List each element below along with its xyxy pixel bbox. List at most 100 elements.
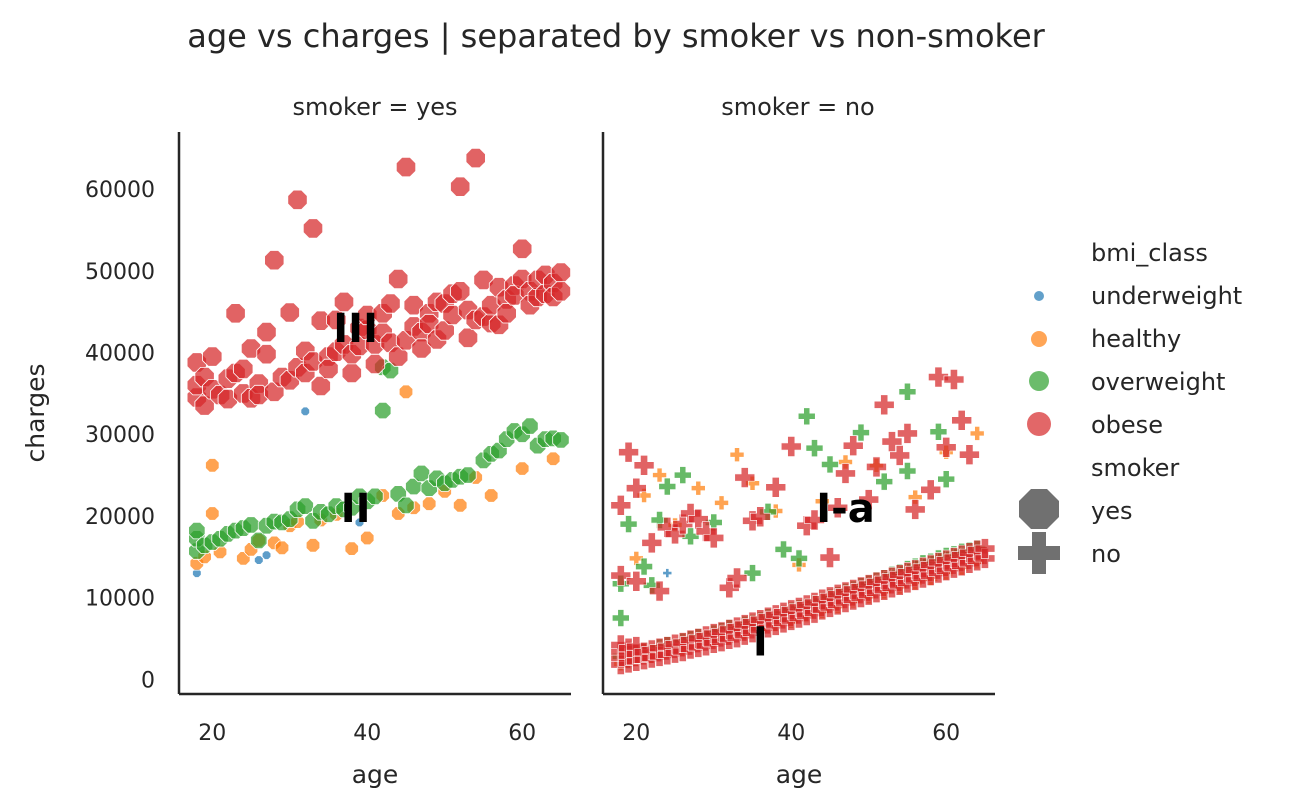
data-point-overweight [875,472,894,491]
y-tick-label: 20000 [85,505,155,530]
legend-marker-obese [1027,412,1051,436]
data-point-healthy [483,488,499,503]
data-point-obese [388,268,409,290]
data-point-obese [897,423,918,444]
data-point-obese [765,477,787,498]
data-point-overweight [852,423,870,442]
data-point-obese [858,489,880,510]
data-point-overweight [366,487,384,506]
data-point-obese [703,527,725,549]
data-point-overweight [412,464,431,483]
x-tick-label: 20 [198,721,226,746]
legend-entry-healthy: healthy [1031,325,1181,353]
data-point-obese [959,444,980,465]
data-point-overweight [937,470,955,488]
panel-points-smoker-no [610,366,996,675]
annotation-i: I [753,620,768,666]
data-point-obese [256,321,277,343]
x-tick-label: 40 [777,721,805,746]
legend-title-smoker: smoker [1091,454,1179,482]
legend-marker-underweight [1034,291,1044,301]
data-point-obese [974,538,996,559]
data-point-underweight [354,517,365,528]
data-point-obese [680,503,701,524]
data-point-obese [943,369,965,390]
data-point-overweight [898,382,917,401]
data-point-overweight [658,477,677,496]
data-point-obese [873,394,895,416]
data-point-overweight [374,401,392,420]
legend-marker-overweight [1029,371,1049,391]
y-tick-label: 10000 [85,587,155,612]
annotation-iii: III [333,306,378,352]
data-point-overweight [459,466,477,484]
data-point-overweight [250,531,268,550]
x-axis-label-smoker-no: age [776,760,823,789]
legend-label-no: no [1091,540,1121,568]
panel-points-smoker-yes [186,147,571,578]
data-point-healthy [515,461,530,476]
data-point-obese [225,303,246,324]
legend-label-overweight: overweight [1091,368,1225,396]
data-point-healthy [714,495,729,511]
panel-smoker-no: smoker = no I I-a 20 40 60 age [601,93,996,789]
data-point-obese [633,454,655,476]
data-point-obese [718,577,740,599]
data-point-healthy [274,540,290,555]
data-point-overweight [188,522,206,540]
data-point-healthy [690,480,706,496]
data-point-overweight [296,497,314,515]
legend-label-underweight: underweight [1091,282,1242,310]
data-point-obese [842,435,864,456]
panel-annotations-smoker-no: I I-a [753,486,875,666]
y-axis-label: charges [21,363,50,462]
x-tick-label: 60 [932,721,960,746]
y-tick-label: 50000 [85,260,155,285]
legend-entry-no: no [1018,532,1121,574]
data-point-obese [935,437,957,458]
data-point-overweight [552,431,570,449]
legend: bmi_class underweight healthy overweight… [1018,239,1242,574]
data-point-obese [618,441,639,463]
chart-title: age vs charges | separated by smoker vs … [187,17,1045,55]
data-point-overweight [774,540,793,559]
data-point-healthy [452,498,468,513]
data-point-obese [610,565,632,586]
data-point-obese [450,176,471,197]
data-point-underweight [261,550,272,560]
data-point-healthy [969,426,985,441]
data-point-overweight [743,564,762,582]
x-tick-label: 60 [508,721,536,746]
data-point-obese [920,479,941,501]
panel-title-smoker-yes: smoker = yes [292,93,457,121]
data-point-overweight [797,407,816,426]
data-point-healthy [814,493,830,509]
data-point-obese [550,281,571,302]
data-point-overweight [790,549,808,568]
annotation-i-a: I-a [816,486,874,532]
x-tick-label: 20 [622,721,650,746]
data-point-overweight [242,516,260,534]
data-point-obese [726,567,748,589]
data-point-obese [326,309,347,331]
data-point-overweight [673,466,692,484]
data-point-overweight [397,496,415,514]
data-point-obese [780,436,802,457]
data-point-obese [341,362,362,384]
data-point-obese [904,499,926,520]
data-point-obese [240,338,262,359]
data-point-obese [496,303,517,324]
data-point-obese [279,302,300,323]
data-point-obese [827,497,849,519]
y-tick-label: 0 [141,668,155,693]
y-tick-label: 60000 [85,178,155,203]
data-point-obese [450,281,471,302]
legend-label-yes: yes [1091,497,1132,525]
data-point-overweight [612,609,630,627]
data-point-healthy [421,496,437,511]
data-point-healthy [305,538,321,553]
data-point-obese [457,327,479,348]
legend-marker-octagon [1019,489,1059,529]
data-point-overweight [898,462,917,480]
